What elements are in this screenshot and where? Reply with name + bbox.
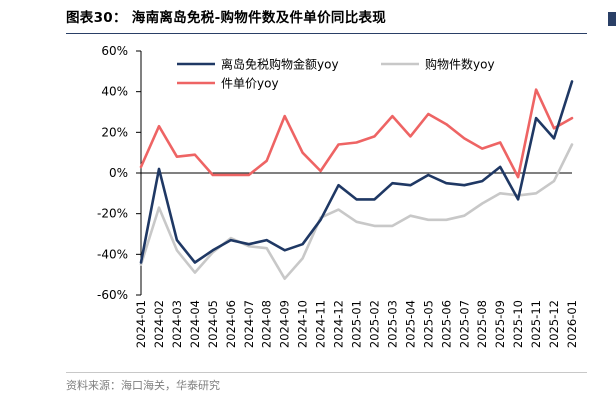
x-tick-label: 2025-10 <box>511 300 525 348</box>
x-tick-label: 2025-06 <box>439 300 453 348</box>
y-tick-label: 20% <box>101 125 128 139</box>
y-tick-label: -40% <box>97 247 128 261</box>
adjacent-figure-edge <box>608 12 616 26</box>
x-tick-label: 2025-12 <box>547 300 561 348</box>
y-tick-label: 0% <box>109 166 128 180</box>
y-tick-label: -60% <box>97 288 128 302</box>
title-rule <box>66 33 587 34</box>
footer-rule <box>66 372 587 373</box>
legend-label: 件单价yoy <box>221 77 279 91</box>
x-tick-label: 2025-09 <box>493 300 507 348</box>
x-tick-label: 2026-01 <box>565 300 579 348</box>
x-tick-label: 2024-11 <box>314 300 328 348</box>
x-tick-label: 2024-09 <box>278 300 292 348</box>
x-tick-label: 2025-07 <box>457 300 471 348</box>
series-line <box>139 88 574 179</box>
x-tick-label: 2024-01 <box>134 300 148 348</box>
series-line <box>139 143 574 281</box>
legend-label: 购物件数yoy <box>425 57 495 72</box>
y-tick-label: 60% <box>101 44 128 58</box>
x-tick-label: 2024-12 <box>332 300 346 348</box>
x-axis: 2024-01 2024-02 2024-03 2024-04 2024-05 2024-… <box>134 300 579 348</box>
x-tick-label: 2025-01 <box>350 300 364 348</box>
x-tick-label: 2024-04 <box>188 300 202 348</box>
y-tick-label: 40% <box>101 85 128 99</box>
x-tick-label: 2025-11 <box>529 300 543 348</box>
x-tick-label: 2024-03 <box>170 300 184 348</box>
source-note: 资料来源：海口海关，华泰研究 <box>66 379 220 392</box>
x-tick-label: 2025-02 <box>367 300 381 348</box>
x-tick-label: 2024-02 <box>152 300 166 348</box>
x-tick-label: 2024-07 <box>242 300 256 348</box>
x-tick-label: 2025-03 <box>385 300 399 348</box>
x-tick-label: 2024-10 <box>296 300 310 348</box>
chart-legend: 离岛免税购物金额yoy 购物件数yoy 件单价yoy <box>177 57 495 91</box>
chart-series <box>139 80 574 281</box>
y-tick-label: -20% <box>97 207 128 221</box>
series-line <box>139 80 574 264</box>
x-tick-label: 2025-08 <box>475 300 489 348</box>
x-tick-label: 2024-05 <box>206 300 220 348</box>
figure-title: 图表30： 海南离岛免税-购物件数及件单价同比表现 <box>66 10 387 26</box>
legend-label: 离岛免税购物金额yoy <box>221 57 339 72</box>
y-axis: -60% -40% -20% 0% 20% 40% 60% <box>97 44 142 302</box>
x-tick-label: 2025-04 <box>403 300 417 348</box>
x-tick-label: 2024-08 <box>260 300 274 348</box>
x-tick-label: 2025-05 <box>421 300 435 348</box>
x-tick-label: 2024-06 <box>224 300 238 348</box>
